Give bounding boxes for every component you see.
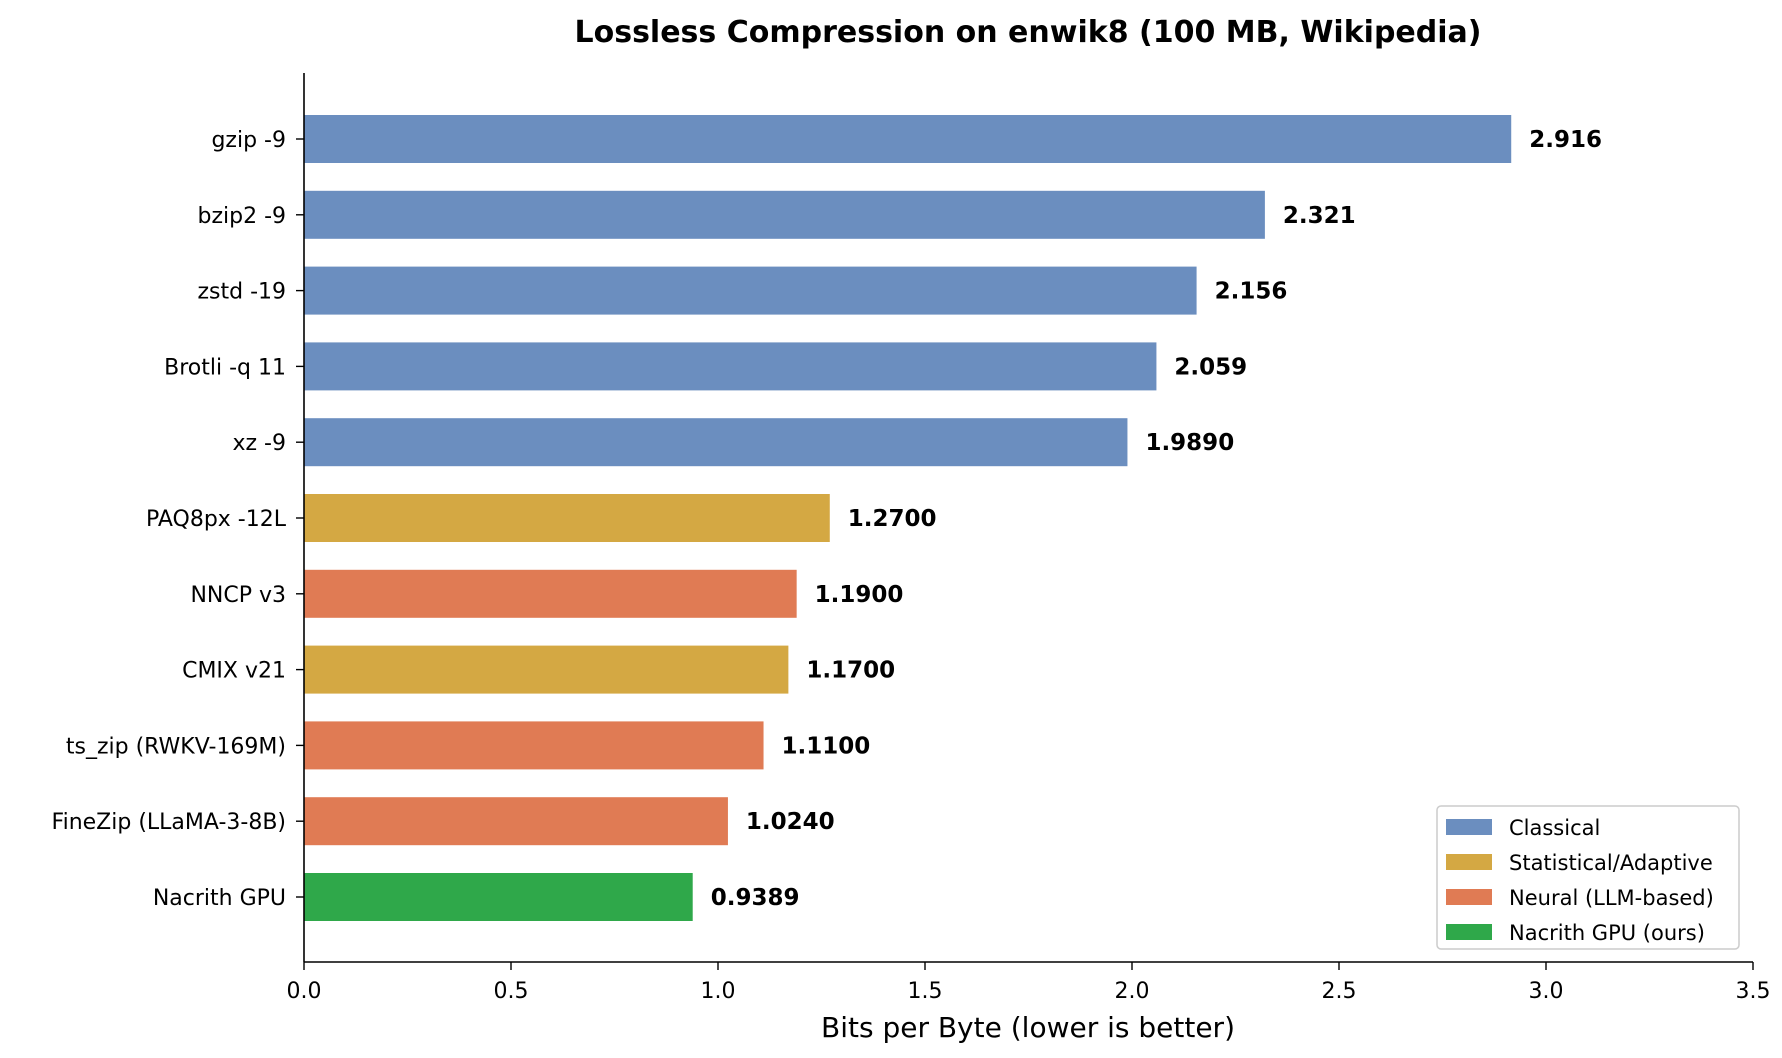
y-tick-label-1: bzip2 -9 (197, 204, 286, 229)
value-label-1: 2.321 (1283, 203, 1356, 229)
legend: Classical Statistical/Adaptive Neural (LLM… (1436, 805, 1740, 950)
legend-swatch-1 (1446, 854, 1492, 870)
legend-swatch-3 (1446, 924, 1492, 940)
bar-8 (304, 721, 764, 770)
legend-swatch-2 (1446, 889, 1492, 905)
bar-5 (304, 494, 830, 542)
bar-1 (304, 190, 1265, 239)
value-label-10: 0.9389 (711, 885, 800, 911)
value-label-3: 2.059 (1174, 354, 1247, 380)
bar-4 (304, 418, 1128, 467)
value-label-7: 1.1700 (806, 658, 895, 684)
bars-group (304, 115, 1512, 921)
bar-0 (304, 115, 1512, 163)
y-tick-label-4: xz -9 (233, 431, 287, 456)
bar-10 (304, 873, 693, 921)
y-tick-label-0: gzip -9 (211, 128, 286, 153)
legend-swatch-0 (1446, 819, 1492, 835)
x-tick-label-5: 2.5 (1322, 979, 1357, 1004)
x-tick-label-6: 3.0 (1529, 979, 1564, 1004)
x-tick-label-1: 0.5 (494, 979, 529, 1004)
x-tick-label-0: 0.0 (287, 979, 322, 1004)
legend-label-0: Classical (1509, 816, 1600, 840)
x-axis: 0.0 0.5 1.0 1.5 2.0 2.5 3.0 3.5 (287, 961, 1771, 1004)
bar-3 (304, 342, 1157, 391)
y-tick-label-6: NNCP v3 (190, 583, 286, 608)
bar-6 (304, 569, 797, 618)
x-tick-label-2: 1.0 (701, 979, 736, 1004)
x-tick-label-4: 2.0 (1115, 979, 1150, 1004)
y-tick-label-7: CMIX v21 (182, 659, 286, 684)
y-tick-label-8: ts_zip (RWKV-169M) (66, 734, 286, 759)
value-label-8: 1.1100 (782, 733, 871, 759)
y-axis: gzip -9 bzip2 -9 zstd -19 Brotli -q 11 xz -9… (52, 73, 305, 962)
bar-2 (304, 266, 1197, 315)
y-tick-label-9: FineZip (LLaMA-3-8B) (52, 810, 286, 835)
y-tick-label-5: PAQ8px -12L (146, 507, 287, 532)
value-label-9: 1.0240 (746, 809, 835, 835)
y-tick-label-2: zstd -19 (197, 280, 286, 305)
value-label-5: 1.2700 (848, 506, 937, 532)
value-label-2: 2.156 (1215, 279, 1288, 305)
bar-7 (304, 645, 789, 694)
y-tick-label-3: Brotli -q 11 (164, 355, 286, 380)
x-axis-label: Bits per Byte (lower is better) (821, 1011, 1235, 1044)
legend-box (1436, 805, 1740, 950)
value-label-6: 1.1900 (815, 582, 904, 608)
chart-title: Lossless Compression on enwik8 (100 MB, … (574, 15, 1481, 50)
legend-label-1: Statistical/Adaptive (1509, 851, 1713, 875)
legend-label-2: Neural (LLM-based) (1509, 886, 1714, 910)
y-tick-label-10: Nacrith GPU (153, 886, 286, 911)
bar-9 (304, 797, 728, 846)
value-label-0: 2.916 (1529, 127, 1602, 153)
value-labels-group: 2.916 2.321 2.156 2.059 1.9890 1.2700 1.1900 1.… (711, 127, 1602, 911)
legend-label-3: Nacrith GPU (ours) (1509, 921, 1705, 945)
value-label-4: 1.9890 (1145, 430, 1234, 456)
x-tick-label-7: 3.5 (1736, 979, 1771, 1004)
x-tick-label-3: 1.5 (908, 979, 943, 1004)
